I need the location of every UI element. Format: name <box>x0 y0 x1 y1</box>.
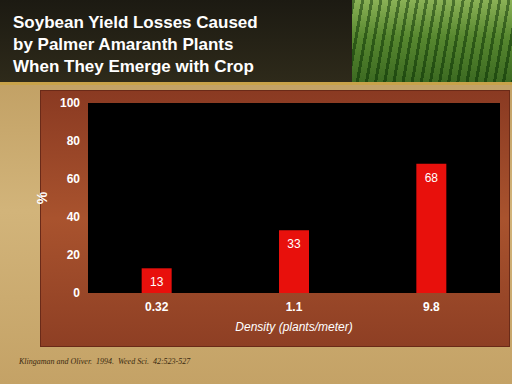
svg-text:0: 0 <box>73 286 80 300</box>
svg-text:68: 68 <box>425 171 439 185</box>
svg-text:80: 80 <box>67 134 81 148</box>
svg-text:1.1: 1.1 <box>286 300 303 314</box>
svg-text:100: 100 <box>60 96 80 110</box>
svg-text:60: 60 <box>67 172 81 186</box>
svg-text:40: 40 <box>67 210 81 224</box>
svg-text:0.32: 0.32 <box>145 300 169 314</box>
svg-text:33: 33 <box>287 237 301 251</box>
svg-text:%: % <box>34 191 50 204</box>
svg-text:13: 13 <box>150 275 164 289</box>
svg-text:by Palmer Amaranth Plants: by Palmer Amaranth Plants <box>13 35 233 54</box>
svg-text:Density (plants/meter): Density (plants/meter) <box>235 320 352 334</box>
svg-text:20: 20 <box>67 248 81 262</box>
svg-text:Soybean Yield Losses Caused: Soybean Yield Losses Caused <box>13 13 258 32</box>
svg-text:Klingaman and Oliver. 1994.: Klingaman and Oliver. 1994. Weed Sci. 42… <box>18 357 191 366</box>
svg-text:When They Emerge with Crop: When They Emerge with Crop <box>13 57 254 76</box>
svg-text:9.8: 9.8 <box>423 300 440 314</box>
